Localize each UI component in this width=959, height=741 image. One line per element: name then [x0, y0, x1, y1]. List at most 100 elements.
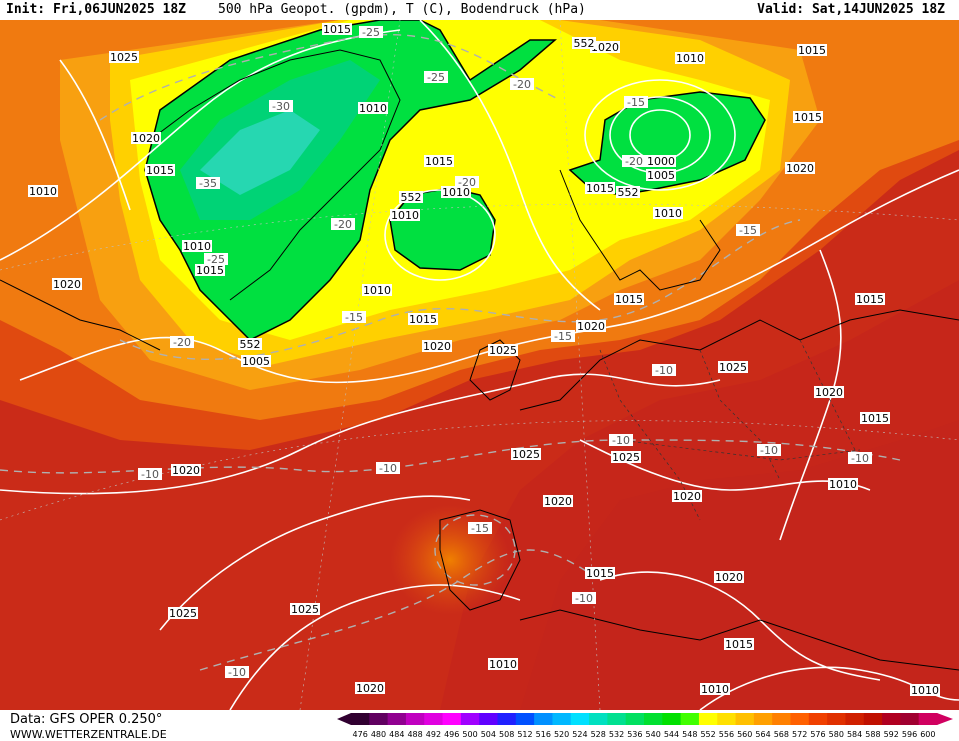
svg-text:1010: 1010 [701, 683, 729, 696]
legend-swatch [387, 713, 407, 725]
legend-value: 488 [407, 730, 422, 739]
pressure-label: 1010 [362, 284, 392, 297]
pressure-label: 1015 [322, 23, 352, 36]
legend-value: 532 [609, 730, 624, 739]
svg-text:1010: 1010 [183, 240, 211, 253]
geopotential-label: 552 [399, 191, 423, 204]
pressure-label: 1020 [171, 464, 201, 477]
pressure-labels: 1015 1020 1010 1015 1025 1010 1015 1020 1015 1015… [28, 23, 940, 697]
svg-text:1010: 1010 [829, 478, 857, 491]
legend-value: 544 [664, 730, 679, 739]
pressure-label: 1015 [585, 182, 615, 195]
temperature-label: -10 [225, 666, 249, 679]
svg-text:-10: -10 [141, 468, 159, 481]
svg-text:1025: 1025 [512, 448, 540, 461]
temperature-label: -10 [757, 444, 781, 457]
svg-text:1010: 1010 [442, 186, 470, 199]
pressure-label: 1025 [488, 344, 518, 357]
svg-text:1015: 1015 [409, 313, 437, 326]
pressure-label: 1015 [424, 155, 454, 168]
svg-text:1015: 1015 [586, 182, 614, 195]
svg-text:1015: 1015 [794, 111, 822, 124]
legend-swatch [790, 713, 810, 725]
legend-swatch [918, 713, 938, 725]
legend-swatch [497, 713, 517, 725]
svg-text:-25: -25 [362, 26, 380, 39]
temperature-label: -10 [572, 592, 596, 605]
pressure-label: 1015 [793, 111, 823, 124]
pressure-label: 1010 [675, 52, 705, 65]
svg-text:1015: 1015 [798, 44, 826, 57]
pressure-label: 1025 [511, 448, 541, 461]
legend-swatch [405, 713, 425, 725]
legend-value: 480 [371, 730, 386, 739]
website-credit: WWW.WETTERZENTRALE.DE [10, 728, 167, 741]
legend-swatch [424, 713, 444, 725]
svg-text:1005: 1005 [242, 355, 270, 368]
legend-swatch [607, 713, 627, 725]
svg-text:1015: 1015 [861, 412, 889, 425]
trough-center-green [389, 187, 496, 271]
pressure-label: 1020 [714, 571, 744, 584]
legend-swatch [772, 713, 791, 725]
temperature-label: -25 [424, 71, 448, 84]
coastlines [0, 49, 959, 671]
temperature-label: -15 [624, 96, 648, 109]
pressure-label: 1010 [488, 658, 518, 671]
legend-swatch [827, 713, 846, 725]
legend-swatch [460, 713, 480, 725]
temperature-labels: -25 -25 -20 -30 -15 -20 -35 -20 -20 -15 -25 -15 -20 -… [138, 26, 872, 679]
legend-swatch [369, 713, 389, 725]
svg-text:1015: 1015 [615, 293, 643, 306]
legend-value: 588 [865, 730, 880, 739]
legend-swatch [863, 713, 883, 725]
svg-text:1010: 1010 [489, 658, 517, 671]
svg-text:-10: -10 [612, 434, 630, 447]
pressure-label: 1010 [182, 240, 212, 253]
temperature-label: -20 [331, 218, 355, 231]
temperature-label: -10 [376, 462, 400, 475]
temperature-label: -30 [269, 100, 293, 113]
pressure-label: 1010 [700, 683, 730, 696]
svg-text:1020: 1020 [423, 340, 451, 353]
valid-time: Valid: Sat,14JUN2025 18Z [757, 2, 945, 17]
trough-coldest-core [200, 110, 320, 195]
temperature-label: -20 [455, 176, 479, 189]
svg-text:1020: 1020 [577, 320, 605, 333]
svg-text:1015: 1015 [856, 293, 884, 306]
svg-text:-15: -15 [627, 96, 645, 109]
red-atlantic-region [0, 150, 959, 710]
legend-swatch [680, 713, 700, 725]
pressure-label: 1020 [672, 490, 702, 503]
color-legend: 476 480 484 488 492 496 500 504 508 512 516 520 524 5… [337, 713, 953, 739]
pressure-label: 1000 [646, 155, 676, 168]
svg-text:1025: 1025 [612, 451, 640, 464]
svg-text:1015: 1015 [425, 155, 453, 168]
pressure-label: 1005 [241, 355, 271, 368]
legend-arrow-right [937, 713, 953, 725]
svg-text:-20: -20 [334, 218, 352, 231]
temperature-label: -25 [359, 26, 383, 39]
svg-text:1010: 1010 [359, 102, 387, 115]
svg-text:1020: 1020 [53, 278, 81, 291]
svg-text:1015: 1015 [146, 164, 174, 177]
svg-text:-15: -15 [739, 224, 757, 237]
legend-value: 568 [774, 730, 789, 739]
legend-swatch [735, 713, 755, 725]
legend-value: 500 [462, 730, 477, 739]
geopotential-labels: 552 552 552 552 [238, 37, 640, 351]
svg-text:-10: -10 [851, 452, 869, 465]
pressure-label: 1005 [646, 169, 676, 182]
pressure-label: 1020 [422, 340, 452, 353]
pressure-label: 1020 [543, 495, 573, 508]
svg-text:1015: 1015 [323, 23, 351, 36]
svg-text:1010: 1010 [391, 209, 419, 222]
svg-text:-25: -25 [427, 71, 445, 84]
legend-swatch [479, 713, 498, 725]
svg-text:1025: 1025 [489, 344, 517, 357]
temperature-label: -35 [196, 177, 220, 190]
svg-text:-10: -10 [575, 592, 593, 605]
svg-text:-15: -15 [554, 330, 572, 343]
svg-text:1015: 1015 [725, 638, 753, 651]
legend-value: 496 [444, 730, 459, 739]
